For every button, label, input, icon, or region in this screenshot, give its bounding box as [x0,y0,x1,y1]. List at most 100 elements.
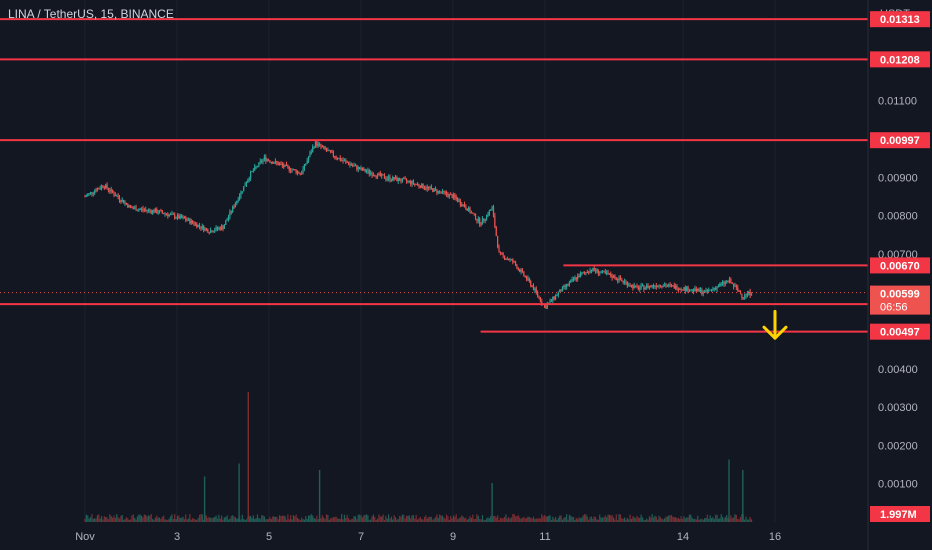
volume-bar [312,515,314,522]
volume-bar [205,515,208,522]
candle-body [198,224,201,227]
candle-body [178,215,180,219]
candle-body [349,164,351,166]
candle-body [472,212,474,214]
candle-body [432,188,434,192]
volume-bar [439,514,441,522]
volume-bar [505,514,507,522]
candle-body [193,222,195,225]
volume-bar [189,514,191,522]
volume-bar [176,515,179,522]
candle-body [697,288,699,292]
volume-bar [582,515,584,522]
candle-body [560,289,562,292]
candle-body [361,167,363,171]
candle-body [490,209,492,211]
candle-body [741,293,743,298]
volume-bar [665,516,667,522]
candle-body [375,176,377,178]
volume-bar [530,517,532,522]
candle-body [488,210,490,215]
candle-body [338,158,340,160]
candle-body [227,216,230,220]
volume-bar [261,515,263,522]
candle-body [107,188,110,191]
volume-bar [227,519,230,522]
volume-bar [459,517,461,522]
candle-body [436,189,438,193]
candle-body [629,285,631,287]
volume-bar [599,514,601,522]
candle-body [745,293,747,297]
candle-body [174,214,176,218]
price-tick-label: 0.00400 [878,364,918,376]
volume-bar [245,519,248,522]
candle-body [179,215,181,219]
candle-body [462,204,464,206]
volume-bar [127,518,129,522]
candle-body [575,277,577,280]
volume-bar [557,517,559,522]
candle-body [352,165,354,167]
candle-body [452,194,455,198]
volume-bar [345,517,347,522]
candle-body [96,188,99,192]
level-price-label-bg [870,11,930,28]
candle-body [641,285,644,287]
volume-bar [316,515,318,522]
candle-body [251,171,253,173]
candle-body [516,265,518,269]
candle-body [510,259,513,261]
candle-body [668,284,670,286]
candle-body [167,214,169,217]
volume-bar [556,519,558,522]
volume-bar [610,515,612,522]
volume-bar [430,516,432,522]
volume-bar [716,514,718,522]
volume-bar [378,514,380,522]
candle-body [419,186,421,188]
volume-bar [692,519,695,522]
time-tick-label: 11 [539,531,550,543]
volume-bar [619,514,622,522]
volume-bar [622,518,624,522]
candle-body [721,282,724,284]
candle-body [623,281,626,283]
volume-bar [84,518,86,522]
volume-bar [429,516,431,522]
candle-body [412,180,415,184]
candle-body [194,223,196,225]
volume-bar [343,514,346,522]
volume-bar [265,519,267,522]
volume-bar [484,519,486,522]
candle-body [285,164,288,166]
volume-bar [374,516,376,522]
volume-bar [597,519,599,522]
candle-body [492,206,495,216]
volume-bar [497,515,499,522]
volume-bar [169,516,172,522]
volume-bar [432,519,434,522]
candle-body [120,200,122,202]
candle-body [597,269,599,274]
candle-body [666,285,668,287]
candle-body [105,184,107,188]
candle-body [313,147,315,149]
candle-body [342,160,344,162]
candle-body [294,169,296,171]
candle-body [232,206,234,212]
volume-bar [444,518,446,522]
volume-bar [234,517,237,522]
volume-bar [229,518,231,522]
symbol-title[interactable]: LINA / TetherUS, 15, BINANCE [8,7,174,21]
volume-bar [143,514,145,522]
volume-bar [503,516,506,522]
candle-body [307,157,310,161]
volume-bar [393,515,395,522]
candle-body [552,296,554,301]
volume-bar [277,519,279,522]
volume-bar [640,514,642,522]
volume-bar [256,514,259,522]
candle-body [508,258,510,261]
